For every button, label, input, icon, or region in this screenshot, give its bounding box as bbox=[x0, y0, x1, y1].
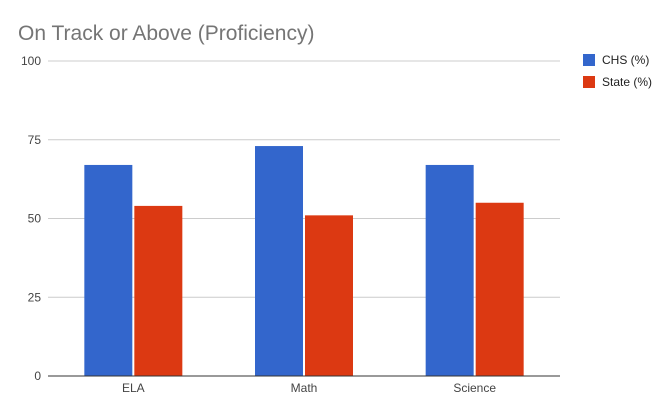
y-tick-label: 50 bbox=[28, 212, 42, 226]
x-axis-ticks: ELA Math Science bbox=[122, 381, 496, 395]
legend-swatch bbox=[583, 54, 595, 66]
y-tick-label: 100 bbox=[21, 54, 41, 68]
grid-lines bbox=[48, 60, 560, 298]
bar-science-series-1 bbox=[425, 164, 474, 376]
bars bbox=[84, 146, 524, 376]
y-tick-label: 0 bbox=[34, 369, 41, 383]
legend: CHS (%) State (%) bbox=[583, 53, 652, 89]
x-tick-label: Math bbox=[291, 381, 318, 395]
legend-label: State (%) bbox=[602, 75, 652, 89]
bar-math-series-2 bbox=[305, 215, 353, 376]
y-tick-label: 25 bbox=[28, 290, 42, 304]
y-tick-label: 75 bbox=[28, 133, 42, 147]
legend-label: CHS (%) bbox=[602, 53, 649, 67]
legend-swatch bbox=[583, 76, 595, 88]
bar-math-series-1 bbox=[255, 146, 303, 376]
x-tick-label: ELA bbox=[122, 381, 145, 395]
bar-ela-series-2 bbox=[134, 205, 183, 376]
y-axis-ticks: 0 25 50 75 100 bbox=[21, 54, 41, 383]
bar-ela-series-1 bbox=[84, 164, 133, 376]
x-tick-label: Science bbox=[453, 381, 496, 395]
chart-title: On Track or Above (Proficiency) bbox=[18, 22, 314, 45]
bar-science-series-2 bbox=[475, 202, 524, 376]
